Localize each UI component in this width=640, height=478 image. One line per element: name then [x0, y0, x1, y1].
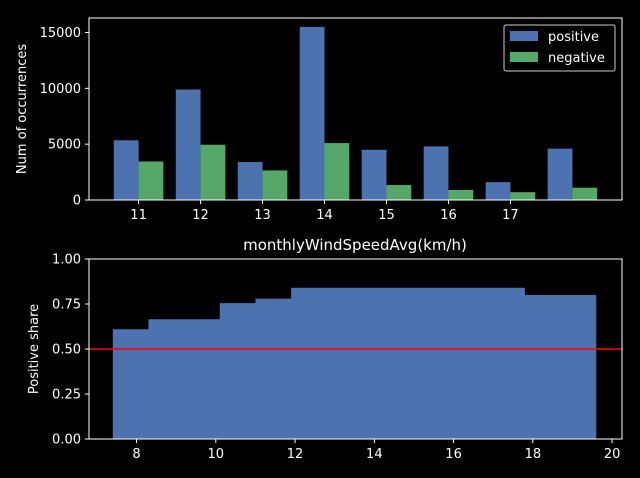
top-chart: 11 12 13 14 15 16 17 0 5000 10000 15000 Num of oc… — [15, 17, 623, 223]
legend-swatch-positive — [510, 31, 538, 41]
bar-positive — [113, 140, 139, 200]
x-tick-label: 13 — [254, 208, 271, 223]
legend: positive negative — [503, 24, 616, 72]
y-tick-label: 5000 — [48, 138, 81, 153]
y-tick-label: 0 — [73, 194, 81, 209]
legend-label-negative: negative — [548, 51, 605, 66]
bar-positive — [175, 89, 201, 200]
y-tick-label: 1.00 — [52, 253, 81, 268]
positive-share-area — [112, 287, 597, 439]
x-tick-label: 16 — [445, 447, 462, 462]
bottom-chart-title: monthlyWindSpeedAvg(km/h) — [243, 236, 467, 254]
bar-positive — [423, 146, 449, 200]
bar-positive — [299, 26, 325, 201]
bar-positive — [485, 182, 511, 200]
x-tick-label: 15 — [378, 208, 395, 223]
top-y-axis-label: Num of occurrences — [15, 44, 30, 174]
bar-negative — [324, 143, 350, 200]
x-tick-label: 18 — [525, 447, 542, 462]
bar-negative — [510, 192, 536, 200]
x-tick-label: 8 — [132, 447, 140, 462]
bar-negative — [138, 161, 164, 200]
y-tick-label: 10000 — [40, 82, 81, 97]
top-x-ticks: 11 12 13 14 15 16 17 — [130, 200, 519, 223]
top-y-ticks: 0 5000 10000 15000 — [40, 26, 89, 209]
bottom-x-ticks: 8 10 12 14 16 18 20 — [132, 439, 620, 462]
y-tick-label: 0.25 — [52, 388, 81, 403]
top-bars — [113, 26, 598, 201]
x-tick-label: 16 — [440, 208, 457, 223]
x-tick-label: 10 — [208, 447, 225, 462]
bar-positive — [547, 148, 573, 200]
legend-swatch-negative — [510, 52, 538, 62]
bar-negative — [572, 187, 598, 200]
x-tick-label: 17 — [502, 208, 519, 223]
y-tick-label: 15000 — [40, 26, 81, 41]
bar-negative — [386, 184, 412, 200]
x-tick-label: 20 — [604, 447, 621, 462]
y-tick-label: 0.50 — [52, 343, 81, 358]
x-tick-label: 14 — [366, 447, 383, 462]
bottom-chart: monthlyWindSpeedAvg(km/h) 8 10 12 14 16 18 20 … — [27, 236, 623, 462]
y-tick-label: 0.75 — [52, 298, 81, 313]
bar-positive — [361, 149, 387, 200]
x-tick-label: 11 — [130, 208, 147, 223]
y-tick-label: 0.00 — [52, 433, 81, 448]
x-tick-label: 12 — [287, 447, 304, 462]
bar-negative — [448, 189, 474, 200]
bar-negative — [262, 170, 288, 200]
bottom-y-axis-label: Positive share — [27, 304, 42, 394]
bar-negative — [200, 144, 226, 200]
legend-label-positive: positive — [548, 30, 599, 45]
x-tick-label: 12 — [192, 208, 209, 223]
bottom-y-ticks: 0.00 0.25 0.50 0.75 1.00 — [52, 253, 89, 448]
bar-positive — [237, 162, 263, 200]
top-axes-frame — [88, 17, 623, 201]
x-tick-label: 14 — [316, 208, 333, 223]
